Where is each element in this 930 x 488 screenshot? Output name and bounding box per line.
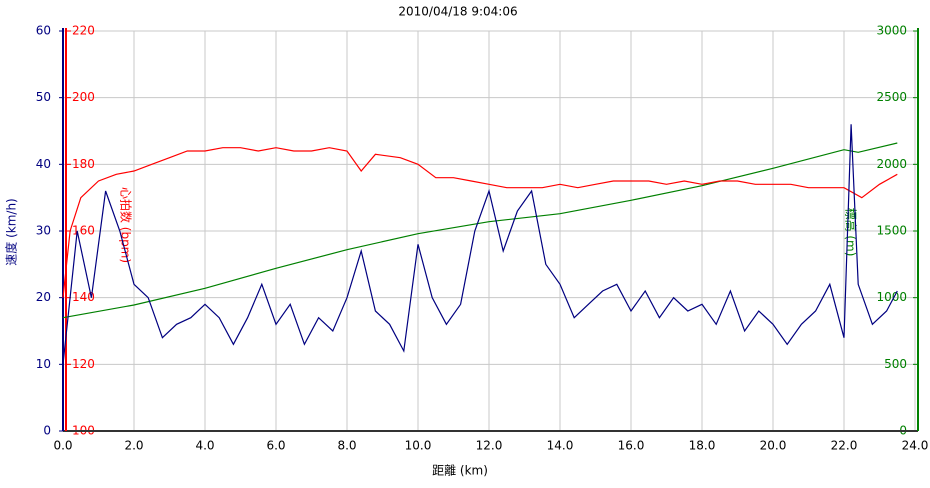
y2-tick-label: 220 [72,24,95,38]
y3-tick-label: 2000 [876,157,907,171]
y2-tick-label: 140 [72,290,95,304]
chart-title: 2010/04/18 9:04:06 [398,5,517,19]
series-line [62,124,898,365]
y3-tick-label: 1000 [876,290,907,304]
y-tick-label: 20 [36,290,51,304]
x-tick-label: 2.0 [124,439,143,453]
y-tick-label: 0 [43,424,51,438]
y3-tick-label: 3000 [876,24,907,38]
y-tick-label: 50 [36,90,51,104]
y2-tick-label: 200 [72,90,95,104]
y-axis-title: 速度 (km/h) [4,198,19,265]
x-tick-label: 22.0 [831,439,858,453]
x-tick-label: 6.0 [266,439,285,453]
x-tick-label: 14.0 [547,439,574,453]
x-tick-label: 20.0 [760,439,787,453]
y3-tick-label: 1500 [876,224,907,238]
x-tick-label: 24.0 [902,439,929,453]
series-line [62,142,898,319]
x-tick-label: 0.0 [53,439,72,453]
x-tick-label: 16.0 [618,439,645,453]
x-tick-label: 4.0 [195,439,214,453]
y3-tick-label: 500 [884,357,907,371]
series-line [62,147,898,298]
x-tick-label: 12.0 [476,439,503,453]
y3-tick-label: 2500 [876,90,907,104]
y2-tick-label: 180 [72,157,95,171]
y-tick-label: 60 [36,24,51,38]
x-tick-label: 18.0 [689,439,716,453]
x-axis-title: 距離 (km) [432,464,488,478]
y-tick-label: 40 [36,157,51,171]
y-tick-label: 10 [36,357,51,371]
y2-tick-label: 160 [72,224,95,238]
x-tick-label: 8.0 [337,439,356,453]
y2-tick-label: 120 [72,357,95,371]
y2-axis-title: 心拍数 (bpm) [119,187,134,263]
y-tick-label: 30 [36,224,51,238]
x-tick-label: 10.0 [405,439,432,453]
